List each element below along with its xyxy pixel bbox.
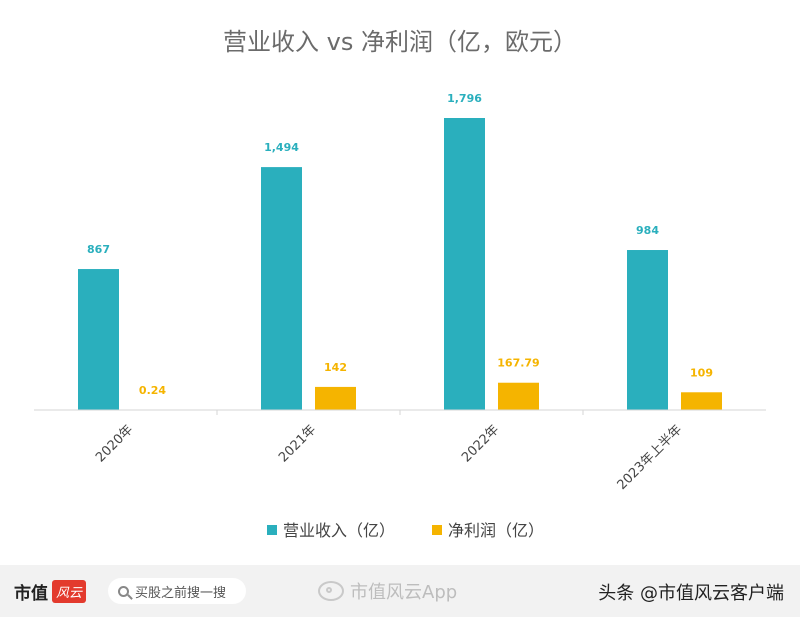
weibo-watermark: 市值风云App (318, 579, 457, 603)
net-profit-bar-3 (681, 392, 722, 410)
net-profit-label-3: 109 (690, 366, 713, 379)
legend-swatch-1 (432, 525, 442, 535)
revenue-label-1: 1,494 (264, 141, 299, 154)
net-profit-label-0: 0.24 (139, 384, 166, 397)
x-tick-label-2: 2022年 (459, 422, 502, 465)
revenue-bar-0 (78, 269, 119, 410)
x-axis-ticks: 2020年 2021年 2022年 2023年上半年 (93, 410, 685, 493)
search-box[interactable]: 买股之前搜一搜 (108, 578, 246, 604)
chart-card: 营业收入 vs 净利润（亿，欧元） 867 0.24 1,494 142 1,796 16… (0, 0, 800, 565)
brand-badge: 风云 (52, 579, 87, 603)
net-profit-label-1: 142 (324, 361, 347, 374)
revenue-label-2: 1,796 (447, 92, 482, 105)
legend-swatch-0 (267, 525, 277, 535)
legend-label-0: 营业收入（亿） (283, 521, 395, 540)
net-profit-bar-2 (498, 382, 539, 410)
x-tick-label-1: 2021年 (276, 422, 319, 465)
legend-label-1: 净利润（亿） (448, 521, 544, 540)
weibo-icon (318, 581, 344, 601)
chart-title: 营业收入 vs 净利润（亿，欧元） (223, 28, 577, 56)
x-tick-label-0: 2020年 (93, 422, 136, 465)
revenue-bar-3 (627, 250, 668, 410)
legend: 营业收入（亿） 净利润（亿） (267, 521, 544, 540)
net-profit-label-2: 167.79 (497, 357, 539, 370)
brand-text: 市值 (14, 583, 48, 604)
bar-chart: 营业收入 vs 净利润（亿，欧元） 867 0.24 1,494 142 1,796 16… (34, 28, 766, 540)
bars-group: 867 0.24 1,494 142 1,796 167.79 984 109 (78, 92, 722, 410)
revenue-bar-2 (444, 118, 485, 410)
brand-logo[interactable]: 市值 风云 (14, 579, 87, 604)
x-tick-label-3: 2023年上半年 (615, 422, 686, 493)
search-icon (118, 585, 129, 597)
revenue-label-0: 867 (87, 243, 110, 256)
net-profit-bar-1 (315, 386, 356, 410)
footer-bar: 市值 风云 买股之前搜一搜 市值风云App 头条 @市值风云客户端 (0, 565, 800, 617)
revenue-label-3: 984 (636, 224, 659, 237)
search-placeholder: 买股之前搜一搜 (135, 585, 227, 601)
toutiao-credit: 头条 @市值风云客户端 (598, 583, 784, 604)
weibo-text: 市值风云App (350, 582, 458, 603)
revenue-bar-1 (261, 167, 302, 410)
